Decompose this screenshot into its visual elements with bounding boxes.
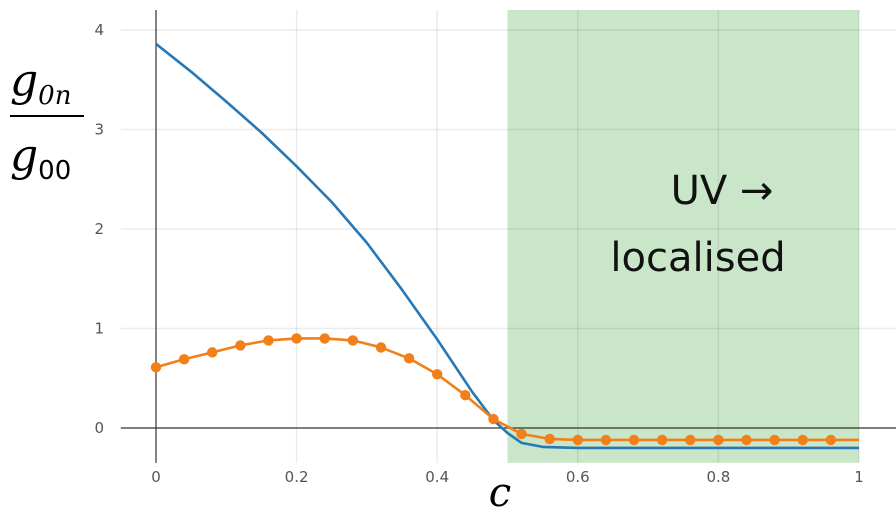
series-point-2	[235, 340, 246, 351]
y-label-den-base: g	[10, 130, 38, 181]
series-point-2	[656, 434, 668, 446]
series-point-2	[178, 354, 190, 365]
series-point-2	[347, 335, 359, 346]
series-point-2	[375, 342, 387, 353]
series-point-2	[516, 428, 527, 440]
annotation-line-1: UV →	[671, 168, 774, 214]
y-tick-label: 3	[94, 121, 104, 139]
series-point-2	[572, 434, 583, 446]
series-point-2	[825, 434, 837, 446]
annotation-line-2: localised	[610, 235, 785, 281]
series-point-2	[291, 333, 302, 344]
series-point-2	[685, 434, 696, 446]
x-tick-label: 0	[151, 468, 161, 486]
y-label-denominator: g00	[10, 130, 71, 186]
y-tick-label: 4	[94, 21, 104, 39]
series-point-2	[263, 335, 274, 346]
y-label-den-sub: 00	[38, 156, 71, 186]
series-line-1	[155, 42, 859, 450]
y-tick-label: 0	[94, 419, 104, 437]
series-point-2	[741, 434, 752, 446]
series-point-2	[600, 434, 612, 446]
series-point-2	[319, 333, 330, 344]
series-point-2	[460, 389, 471, 401]
series-point-2	[769, 434, 780, 446]
y-tick-label: 1	[94, 320, 104, 338]
series-point-2	[403, 353, 415, 364]
series-point-2	[432, 369, 443, 380]
x-axis-label: c	[489, 470, 511, 510]
x-tick-label: 1	[854, 468, 864, 486]
y-label-numerator: g0n	[10, 55, 71, 111]
y-tick-label: 2	[94, 220, 104, 238]
series-point-2	[207, 347, 218, 358]
x-tick-label: 0.6	[566, 468, 590, 486]
shaded-region	[507, 10, 859, 463]
x-tick-label: 0.2	[285, 468, 309, 486]
x-tick-label: 0.8	[706, 468, 730, 486]
series-point-2	[488, 413, 499, 425]
series-point-2	[150, 362, 162, 373]
y-axis-label: g0n g00	[10, 55, 84, 186]
y-label-num-sub: 0n	[38, 81, 71, 111]
series-point-2	[628, 434, 640, 446]
y-label-num-base: g	[10, 55, 38, 106]
series-point-2	[713, 434, 724, 446]
series-point-2	[797, 434, 808, 446]
x-tick-label: 0.4	[425, 468, 449, 486]
series-point-2	[544, 433, 555, 445]
